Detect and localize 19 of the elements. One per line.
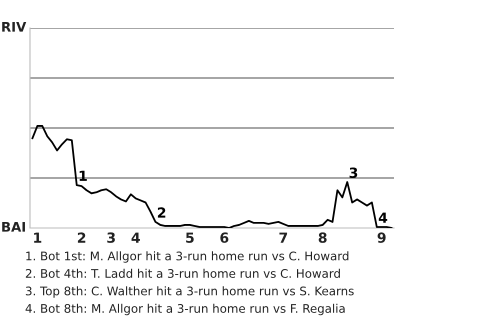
annotation: 3 xyxy=(350,167,358,178)
annotation: 2 xyxy=(158,207,166,218)
x-tick-label: 6 xyxy=(220,232,228,243)
annotation: 4 xyxy=(378,212,388,223)
text: 4. Bot 8th: M. Allgor hit a 3-run home run vs F. Regalia xyxy=(26,304,345,316)
text: 1. Bot 1st: M. Allgor hit a 3-run home run vs C. Howard xyxy=(26,251,348,263)
text: BAI xyxy=(2,222,25,232)
x-tick-label: 2 xyxy=(78,232,86,243)
x-tick-label: 8 xyxy=(318,232,327,243)
annotation: 1 xyxy=(80,170,87,181)
x-tick-label: 4 xyxy=(132,232,140,243)
x-tick-label: 1 xyxy=(34,232,42,243)
text: 2. Bot 4th: T. Ladd hit a 3-run home run vs C. Howard xyxy=(26,268,340,278)
x-tick-label: 9 xyxy=(378,232,386,243)
x-tick-label: 5 xyxy=(186,232,194,243)
x-tick-label: 3 xyxy=(107,232,115,243)
text: 3. Top 8th: C. Walther hit a 3-run home run vs S. Kearns xyxy=(26,286,354,298)
text: RIV xyxy=(2,22,26,32)
x-tick-label: 7 xyxy=(279,232,288,243)
